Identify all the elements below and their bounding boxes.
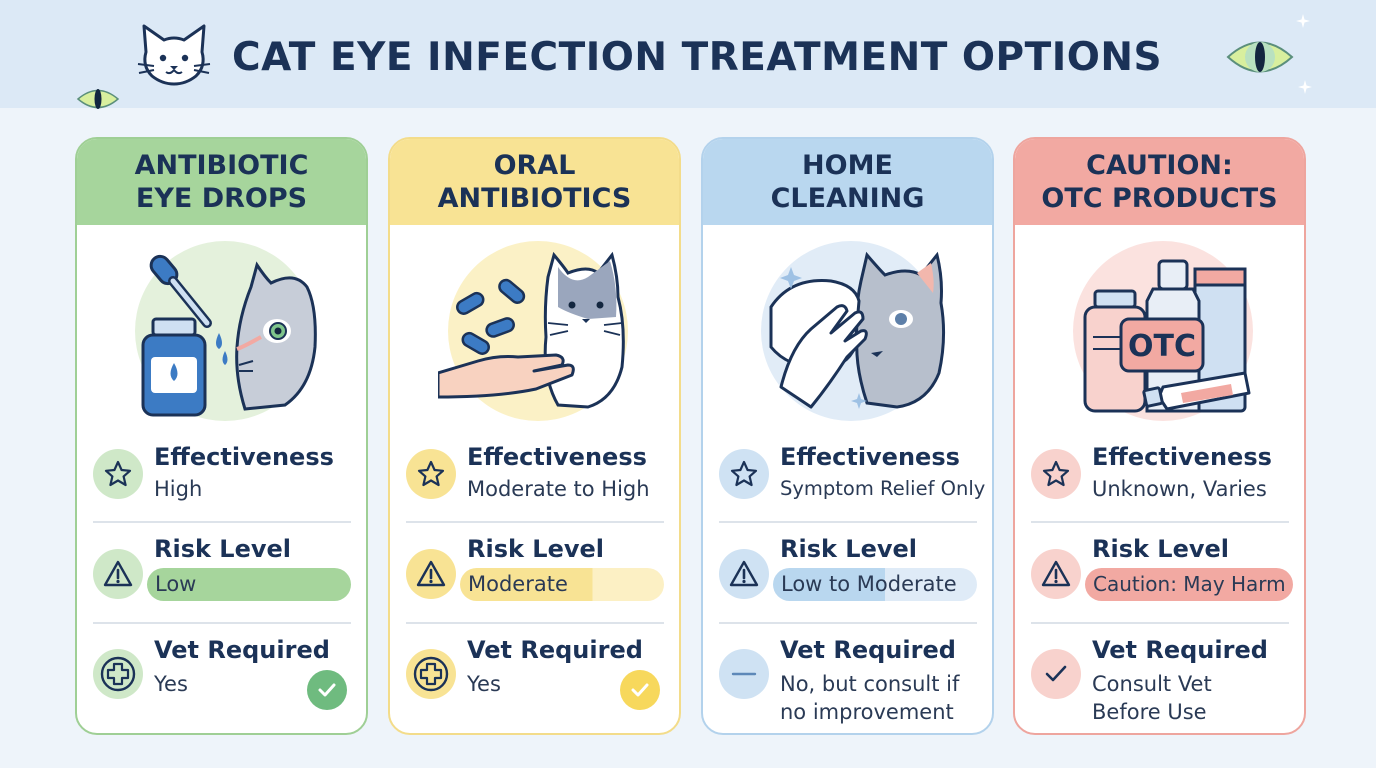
effectiveness-value: Unknown, Varies: [1092, 477, 1267, 501]
risk-level-bar: Moderate: [460, 568, 664, 601]
star-icon: [93, 449, 143, 499]
vet-required-line: Yes: [467, 672, 501, 696]
treatment-card-otc-products: CAUTION: OTC PRODUCTS OTC Effectiveness U…: [1013, 137, 1306, 735]
warning-icon: [93, 549, 143, 599]
card-header: ANTIBIOTIC EYE DROPS: [77, 139, 366, 225]
warning-icon: [719, 549, 769, 599]
sparkle-icon: [1296, 14, 1310, 28]
divider: [719, 521, 977, 523]
risk-level-label: Risk Level: [1092, 535, 1230, 563]
card-title-line: ORAL: [493, 150, 576, 181]
treatment-card-antibiotic-eye-drops: ANTIBIOTIC EYE DROPS Effectiveness High R…: [75, 137, 368, 735]
pills-hand-illustration: [438, 241, 628, 421]
treatment-card-home-cleaning: HOME CLEANING Effectiveness Symptom Relie…: [701, 137, 994, 735]
vet-required-line: Before Use: [1092, 700, 1207, 724]
checkmark-icon: [620, 670, 660, 710]
checkmark-icon: [307, 670, 347, 710]
vet-required-label: Vet Required: [467, 636, 643, 664]
divider: [1031, 521, 1289, 523]
card-header: CAUTION: OTC PRODUCTS: [1015, 139, 1304, 225]
page-title: CAT EYE INFECTION TREATMENT OPTIONS: [232, 35, 1163, 80]
star-icon: [406, 449, 456, 499]
card-title-line: EYE DROPS: [135, 183, 308, 214]
vet-required-value: Yes: [467, 670, 501, 698]
treatment-card-oral-antibiotics: ORAL ANTIBIOTICS Effectiveness Moderate t…: [388, 137, 681, 735]
divider: [93, 622, 351, 624]
risk-level-bar: Low: [147, 568, 351, 601]
card-header: HOME CLEANING: [703, 139, 992, 225]
vet-required-line: Consult Vet: [1092, 672, 1212, 696]
effectiveness-label: Effectiveness: [780, 443, 960, 471]
cat-eye-icon: [1226, 41, 1294, 73]
risk-level-label: Risk Level: [154, 535, 292, 563]
otc-label: OTC: [1128, 329, 1196, 364]
cat-face-icon: [137, 24, 211, 86]
effectiveness-value: High: [154, 477, 203, 501]
vet-required-value: Yes: [154, 670, 188, 698]
star-icon: [719, 449, 769, 499]
cross-circle-icon: [93, 649, 143, 699]
risk-level-value: Caution: May Harm: [1093, 572, 1286, 596]
minus-circle-icon: [719, 649, 769, 699]
card-header: ORAL ANTIBIOTICS: [390, 139, 679, 225]
cross-circle-icon: [406, 649, 456, 699]
vet-required-value: Consult Vet Before Use: [1092, 670, 1212, 726]
header-banner: [0, 0, 1376, 108]
divider: [1031, 622, 1289, 624]
risk-level-bar: Caution: May Harm: [1085, 568, 1293, 601]
checkmark-circle-icon: [1031, 649, 1081, 699]
risk-level-value: Moderate: [468, 572, 568, 596]
cat-eye-icon: [76, 89, 120, 109]
warning-icon: [1031, 549, 1081, 599]
sparkle-icon: [1298, 80, 1312, 94]
vet-required-label: Vet Required: [1092, 636, 1268, 664]
divider: [406, 521, 664, 523]
divider: [93, 521, 351, 523]
card-title-line: ANTIBIOTICS: [437, 183, 632, 214]
risk-level-label: Risk Level: [467, 535, 605, 563]
effectiveness-value: Symptom Relief Only: [780, 477, 986, 500]
vet-required-value: No, but consult if no improvement: [780, 670, 959, 726]
card-title-line: OTC PRODUCTS: [1041, 183, 1278, 214]
card-title-line: HOME: [802, 150, 893, 181]
card-title-line: CLEANING: [770, 183, 925, 214]
risk-level-label: Risk Level: [780, 535, 918, 563]
effectiveness-value: Moderate to High: [467, 477, 650, 501]
card-title-line: ANTIBIOTIC: [134, 150, 309, 181]
risk-level-value: Low: [155, 572, 197, 596]
risk-level-bar: Low to Moderate: [773, 568, 977, 601]
divider: [406, 622, 664, 624]
risk-level-value: Low to Moderate: [781, 572, 957, 596]
effectiveness-label: Effectiveness: [467, 443, 647, 471]
eye-drops-illustration: [135, 241, 317, 421]
vet-required-line: No, but consult if: [780, 672, 960, 696]
vet-required-line: Yes: [154, 672, 188, 696]
vet-required-label: Vet Required: [780, 636, 956, 664]
effectiveness-label: Effectiveness: [154, 443, 334, 471]
vet-required-line: no improvement: [780, 700, 954, 724]
card-title-line: CAUTION:: [1086, 150, 1233, 181]
otc-products-illustration: OTC: [1073, 241, 1253, 421]
vet-required-label: Vet Required: [154, 636, 330, 664]
warning-icon: [406, 549, 456, 599]
star-icon: [1031, 449, 1081, 499]
divider: [719, 622, 977, 624]
cleaning-cloth-illustration: [761, 241, 946, 421]
effectiveness-label: Effectiveness: [1092, 443, 1272, 471]
